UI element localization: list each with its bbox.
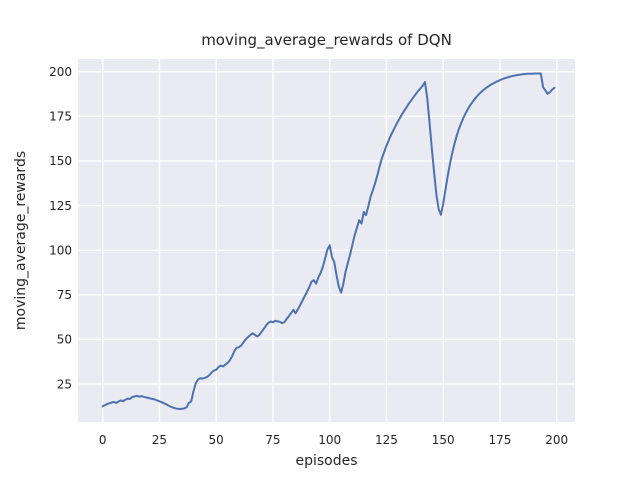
line-layer (101, 72, 556, 410)
x-tick-label: 0 (99, 433, 107, 447)
x-tick-label: 100 (318, 433, 341, 447)
x-tick-label: 150 (432, 433, 455, 447)
y-tick-label: 50 (57, 333, 72, 347)
y-tick-label: 125 (49, 199, 72, 213)
plot-area (78, 59, 575, 422)
x-axis-label: episodes (295, 453, 357, 469)
y-tick-label: 200 (49, 65, 72, 79)
chart-title: moving_average_rewards of DQN (201, 31, 452, 50)
y-tick-label: 150 (49, 154, 72, 168)
x-tick-label: 175 (488, 433, 511, 447)
dqn-reward-line (101, 72, 556, 410)
y-tick-label: 100 (49, 243, 72, 257)
x-tick-label: 125 (375, 433, 398, 447)
x-tick-label: 25 (152, 433, 167, 447)
y-tick-labels: 25 50 75 100 125 150 175 200 (49, 65, 72, 391)
x-tick-label: 200 (545, 433, 568, 447)
x-tick-label: 75 (265, 433, 280, 447)
y-tick-label: 25 (57, 377, 72, 391)
y-tick-label: 75 (57, 288, 72, 302)
x-tick-labels: 0 25 50 75 100 125 150 175 200 (99, 433, 568, 447)
grid-layer (78, 59, 575, 422)
x-tick-label: 50 (209, 433, 224, 447)
y-tick-label: 175 (49, 110, 72, 124)
y-axis-label: moving_average_rewards (13, 151, 29, 330)
